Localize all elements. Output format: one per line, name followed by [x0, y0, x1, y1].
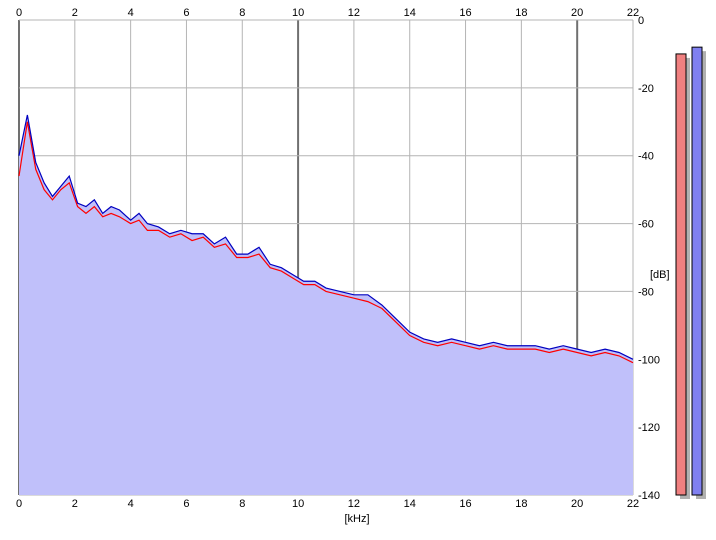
x-tick-label-top: 18	[515, 7, 527, 19]
x-tick-label-bottom: 4	[128, 498, 134, 510]
x-axis-bottom: 0 2 4 6 8 10 12 14 16 18 20 22	[16, 498, 639, 510]
x-tick-label-bottom: 0	[16, 498, 22, 510]
y-tick-label: -120	[638, 422, 660, 434]
y-axis-label: [dB]	[650, 269, 670, 281]
level-meter-bar	[675, 53, 687, 496]
x-tick-label-top: 0	[16, 7, 22, 19]
y-tick-label: 0	[638, 15, 644, 27]
level-meters	[675, 46, 706, 500]
x-tick-label-top: 10	[292, 7, 304, 19]
x-tick-label-bottom: 20	[571, 498, 583, 510]
y-tick-label: -100	[638, 354, 660, 366]
series-lines	[18, 114, 634, 364]
x-tick-label-top: 4	[128, 7, 134, 19]
x-axis-label: [kHz]	[344, 513, 369, 525]
x-tick-label-bottom: 10	[292, 498, 304, 510]
x-tick-label-bottom: 22	[627, 498, 639, 510]
x-tick-label-top: 16	[459, 7, 471, 19]
y-tick-label: -40	[638, 151, 654, 163]
x-tick-label-top: 2	[72, 7, 78, 19]
x-tick-label-top: 20	[571, 7, 583, 19]
level-meter-bar	[691, 46, 703, 496]
series-line-2	[18, 114, 634, 360]
x-tick-label-bottom: 16	[459, 498, 471, 510]
x-tick-label-top: 22	[627, 7, 639, 19]
y-tick-label: -20	[638, 83, 654, 95]
x-tick-label-top: 8	[239, 7, 245, 19]
x-tick-label-bottom: 6	[183, 498, 189, 510]
x-tick-label-bottom: 2	[72, 498, 78, 510]
x-axis-top: 0 2 4 6 8 10 12 14 16 18 20 22	[16, 7, 639, 19]
y-tick-label: -140	[638, 490, 660, 502]
y-axis-right: 0 -20 -40 -60 -80 -100 -120 -140	[638, 15, 660, 502]
x-tick-label-bottom: 14	[404, 498, 416, 510]
x-tick-label-bottom: 8	[239, 498, 245, 510]
series-line-1	[18, 121, 634, 364]
x-tick-label-top: 14	[404, 7, 416, 19]
x-tick-label-top: 12	[348, 7, 360, 19]
x-tick-label-bottom: 18	[515, 498, 527, 510]
y-tick-label: -80	[638, 286, 654, 298]
x-tick-label-top: 6	[183, 7, 189, 19]
y-tick-label: -60	[638, 219, 654, 231]
x-tick-label-bottom: 12	[348, 498, 360, 510]
spectrum-fill-area	[19, 115, 633, 495]
